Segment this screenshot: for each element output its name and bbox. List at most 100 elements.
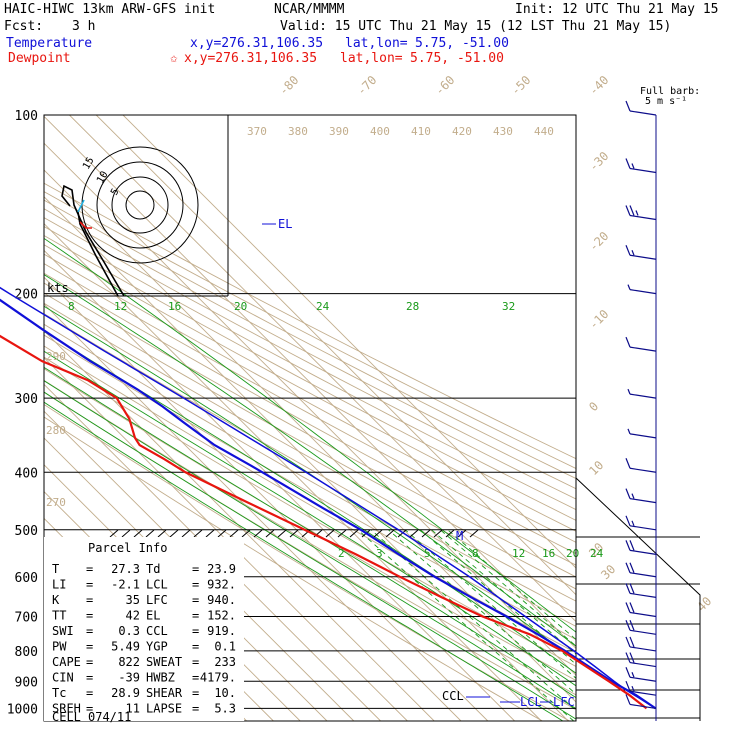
hatch-mark [325,529,335,538]
isotherm-label: -50 [508,73,533,98]
wind-barb-staff [629,592,657,598]
theta-label: 420 [452,125,472,138]
wind-barb-staff [629,110,657,116]
mixing-ratio-label: 16 [168,300,181,313]
parcel-info-key: SREH [52,702,81,716]
dry-adiabat-line [44,313,576,615]
fcst-value: 3 h [72,19,95,34]
cell-label: CELL [52,710,81,724]
parcel-info-key: TT [52,609,66,623]
barb-legend-line1: Full barb: [640,86,700,97]
parcel-info-key: LI [52,578,66,592]
wind-barb-flag [625,636,631,648]
hatch-mark [253,529,263,538]
model-title: HAIC-HIWC 13km ARW-GFS init [4,2,215,17]
isotherm-label: -40 [586,73,611,98]
isotherm-label: -10 [586,307,611,332]
hatch-mark [445,529,455,538]
mixing-ratio-line [447,529,576,641]
moist-adiabat-line [44,350,576,687]
dewpoint-xy: x,y=276.31,106.35 [184,51,317,66]
org-label: NCAR/MMMM [274,2,345,17]
parcel-info-equals: = [192,609,199,623]
parcel-info-key: Td [146,562,160,576]
parcel-info-panel: Parcel Info T = 27.3 Td = 23.9 LI = -2.1 LCL = 932.… [44,537,244,724]
fcst-label: Fcst: [4,19,43,34]
parcel-info-value: 28.9 [111,686,140,700]
isotherm-line [44,115,576,650]
wind-barb-flag [629,205,635,216]
wind-barbs [625,100,657,710]
isotherm-label: 10 [586,458,606,478]
moist-adiabat-line [44,366,576,699]
parcel-info-key: SHEAR [146,686,183,700]
parcel-info-equals: = [192,578,199,592]
parcel-info-key: CIN [52,671,74,685]
dewpoint-latlon-label: lat,lon= [340,51,403,66]
temperature-xy: x,y=276.31,106.35 [190,36,323,51]
isotherm-line [44,383,381,721]
wind-barb-staff [629,676,657,682]
isotherm-label: -30 [586,149,611,174]
wind-barb-flag [625,583,631,594]
m-label: M [456,529,463,543]
moist-adiabat-line [44,391,576,720]
wind-barb-flag [625,667,631,678]
wind-barb-half [631,250,635,256]
hatch-mark [193,529,203,538]
dry-adiabat-line [44,356,576,668]
wind-barb-flag [629,562,635,573]
parcel-info-value: -2.1 [111,578,140,592]
hatch-mark [337,529,347,538]
dry-adiabat-line [44,199,576,480]
mixing-ratio-label: 5 [424,547,431,560]
parcel-info-value: 0.1 [214,640,236,654]
pressure-tick-label: 600 [15,571,38,586]
hatch-mark [265,529,275,538]
hatch-mark [169,529,179,538]
hatch-mark [397,529,407,538]
dry-adiabat-line [44,263,576,555]
dry-adiabat-line [44,292,576,590]
wind-barb-staff [629,289,657,295]
wind-barb-staff [629,393,657,399]
wind-barb-flag [625,515,631,527]
wind-barb-staff [629,433,657,439]
parcel-info-value: 940. [207,593,236,607]
parcel-info-key: LAPSE [146,702,182,716]
parcel-info-equals: = [192,593,199,607]
hodograph-ring-label: 15 [81,156,97,172]
wind-barb-flag [625,620,631,631]
mixing-ratio-line [370,529,576,712]
dry-adiabat-line [44,234,576,521]
isotherm-line [44,303,462,721]
dry-adiabat-line [44,182,576,460]
pressure-tick-label: 200 [15,288,38,303]
wind-barb-flag [629,602,635,613]
parcel-info-equals: = [86,593,93,607]
wind-barb-flag [629,583,635,594]
wind-barb-flag [625,540,631,551]
wind-barb-flag [625,652,631,663]
dewpoint-legend: Dewpoint [8,51,71,66]
isotherm-label: -80 [276,73,301,98]
wind-barb-flag [625,158,631,169]
parcel-info-value: -39 [118,671,140,685]
pressure-tick-label: 500 [15,524,38,539]
init-time: Init: 12 UTC Thu 21 May 15 [515,2,719,17]
parcel-info-value: 23.9 [207,562,236,576]
temperature-series-line [0,298,657,710]
mixing-ratio-label: 3 [376,547,383,560]
parcel-info-value: 35 [126,593,140,607]
parcel-info-equals: = [86,640,93,654]
mixing-ratio-label: 24 [590,547,604,560]
mixing-ratio-label: 16 [542,547,555,560]
barb-legend-line2: 5 m s⁻¹ [645,96,687,107]
hodograph-trace-red [79,221,92,229]
wind-barb-staff [629,498,657,504]
dry-adiabat-line [44,191,576,470]
hatch-mark [133,529,143,538]
hatch-mark [277,529,287,538]
mixing-ratio-label: 20 [234,300,247,313]
